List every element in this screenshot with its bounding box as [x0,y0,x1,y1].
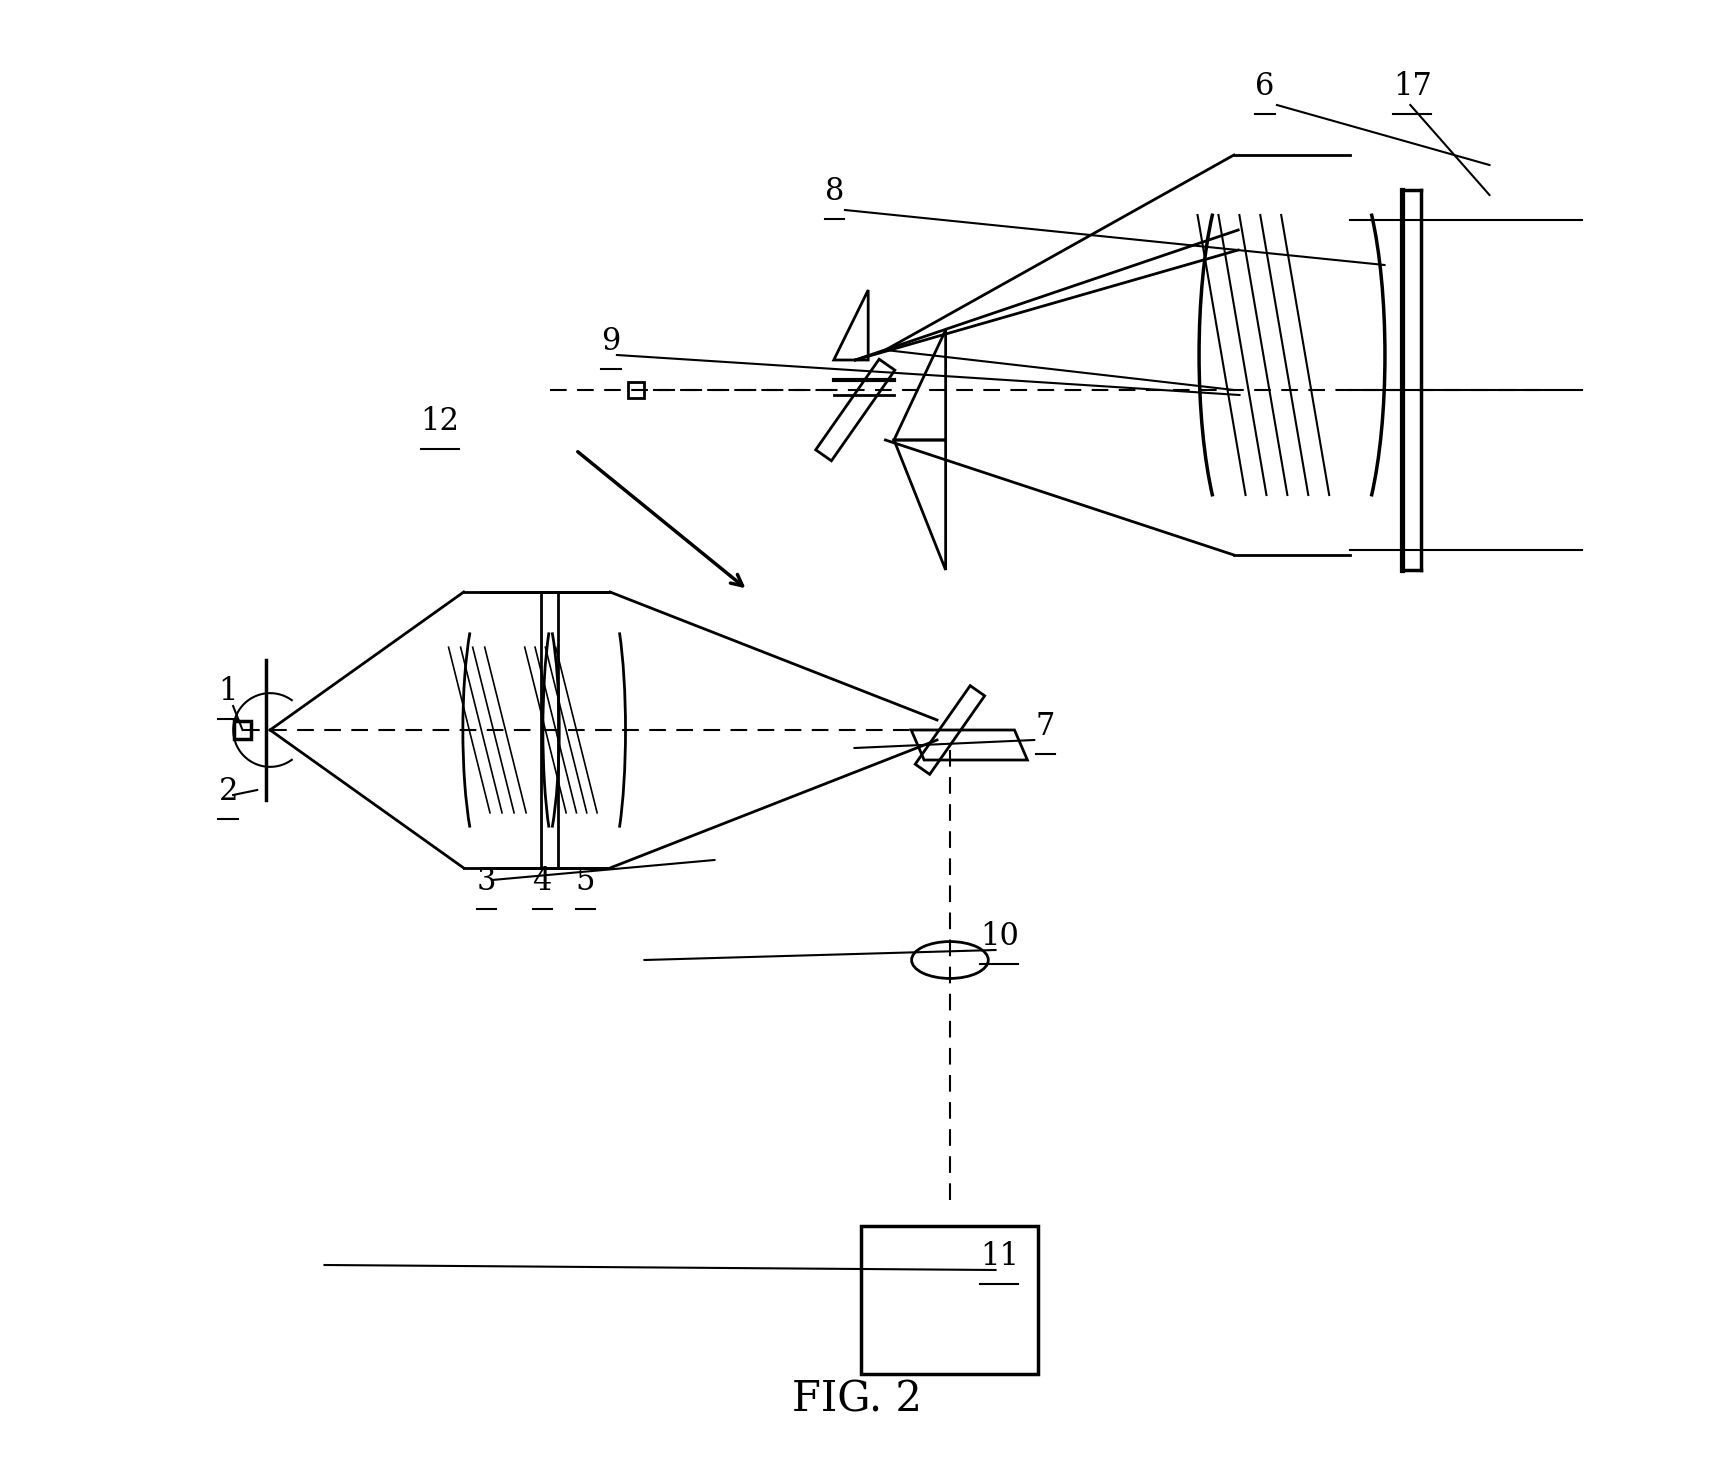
Text: 11: 11 [980,1240,1020,1271]
Text: 5: 5 [576,866,595,897]
Text: 6: 6 [1255,71,1275,102]
Text: 4: 4 [533,866,552,897]
Text: 7: 7 [1035,711,1056,742]
Text: 2: 2 [218,776,238,807]
Text: FIG. 2: FIG. 2 [792,1379,922,1420]
Text: 8: 8 [824,176,845,207]
Text: 10: 10 [980,920,1018,951]
Bar [627,382,644,398]
Text: 1: 1 [218,676,238,707]
Text: 9: 9 [602,326,620,357]
Text: 3: 3 [476,866,495,897]
Text: 12: 12 [420,406,459,437]
Bar [233,721,252,739]
Bar [862,1226,1039,1373]
Text: 17: 17 [1393,71,1431,102]
